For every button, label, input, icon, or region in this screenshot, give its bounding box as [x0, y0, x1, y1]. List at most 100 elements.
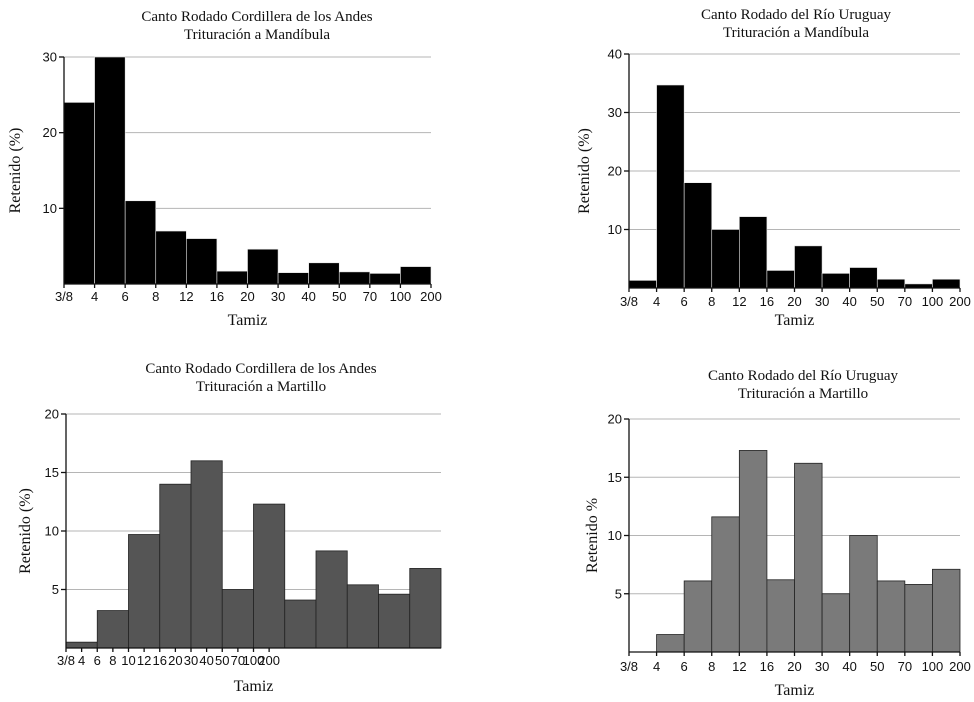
- bar: [63, 102, 95, 285]
- bar: [315, 550, 348, 649]
- x-tick-label: 40: [842, 659, 856, 674]
- x-tick-label: 50: [332, 289, 346, 304]
- y-tick-label: 20: [608, 412, 622, 427]
- x-tick-label: 16: [760, 659, 774, 674]
- x-tick-label: 8: [708, 659, 715, 674]
- y-tick-label: 20: [45, 407, 59, 422]
- bar: [656, 634, 685, 653]
- x-tick-label: 70: [898, 294, 912, 309]
- chart-title: Trituración a Martillo: [196, 379, 326, 395]
- x-tick-label: 12: [732, 294, 746, 309]
- bar: [711, 516, 740, 653]
- x-tick-label: 50: [215, 653, 229, 668]
- x-tick-label: 200: [258, 653, 280, 668]
- x-tick-label: 6: [94, 653, 101, 668]
- x-tick-label: 50: [870, 294, 884, 309]
- x-tick-label: 100: [922, 294, 944, 309]
- bar: [346, 584, 379, 649]
- chart-title: Canto Rodado Cordillera de los Andes: [145, 361, 376, 377]
- x-tick-label: 3/8: [55, 289, 73, 304]
- chart-title: Trituración a Martillo: [738, 386, 868, 402]
- bar: [739, 216, 768, 289]
- bar: [216, 270, 248, 285]
- x-tick-label: 8: [708, 294, 715, 309]
- y-axis-label: Retenido (%): [576, 128, 593, 214]
- x-tick-label: 12: [179, 289, 193, 304]
- x-tick-label: 4: [653, 659, 660, 674]
- x-tick-label: 3/8: [57, 653, 75, 668]
- y-tick-label: 10: [608, 222, 622, 237]
- y-tick-label: 20: [43, 125, 57, 140]
- x-tick-label: 70: [898, 659, 912, 674]
- x-tick-label: 100: [243, 653, 265, 668]
- bar: [766, 270, 795, 289]
- x-axis-label: Tamiz: [228, 312, 268, 329]
- x-tick-label: 200: [949, 294, 971, 309]
- x-tick-label: 40: [842, 294, 856, 309]
- x-tick-label: 100: [390, 289, 412, 304]
- bar: [683, 182, 713, 289]
- x-tick-label: 12: [732, 659, 746, 674]
- x-tick-label: 10: [121, 653, 135, 668]
- bar: [128, 534, 161, 649]
- y-axis-label: Retenido (%): [17, 488, 34, 574]
- y-tick-label: 15: [45, 465, 59, 480]
- y-tick-label: 20: [608, 164, 622, 179]
- y-axis-label: Retenido %: [584, 498, 601, 573]
- bar: [247, 248, 279, 285]
- y-tick-label: 10: [43, 201, 57, 216]
- chart-2: 10 20 30 40 3/8 4 6 8 12 16 20 30 40 50 70 100 200 Canto …: [576, 7, 971, 329]
- x-tick-label: 20: [787, 294, 801, 309]
- y-tick-label: 5: [615, 586, 622, 601]
- bar: [124, 200, 157, 285]
- x-tick-label: 6: [681, 659, 688, 674]
- bar: [849, 535, 878, 653]
- bar: [409, 568, 442, 649]
- bar: [369, 273, 401, 285]
- bar: [155, 230, 187, 285]
- bar: [159, 483, 192, 649]
- x-axis-label: Tamiz: [234, 678, 274, 695]
- bar: [308, 262, 340, 285]
- x-tick-label: 8: [109, 653, 116, 668]
- y-tick-label: 15: [608, 470, 622, 485]
- x-tick-label: 30: [271, 289, 285, 304]
- bar: [794, 462, 823, 653]
- chart-title: Canto Rodado del Río Uruguay: [708, 368, 898, 384]
- bar: [186, 238, 218, 285]
- x-tick-label: 6: [681, 294, 688, 309]
- bar: [849, 267, 878, 289]
- y-tick-label: 30: [43, 50, 57, 65]
- bar: [683, 580, 713, 653]
- x-tick-label: 3/8: [620, 659, 638, 674]
- bar: [378, 593, 411, 649]
- x-tick-label: 70: [363, 289, 377, 304]
- x-tick-label: 4: [91, 289, 98, 304]
- bar: [96, 610, 129, 649]
- bar: [711, 229, 740, 289]
- bar: [284, 599, 317, 649]
- x-tick-label: 100: [922, 659, 944, 674]
- bar: [738, 450, 768, 653]
- chart-4: 5 10 15 20 3/8 4 6 8 12 16 20 30 40 50 70 100 200 Canto R…: [584, 368, 971, 699]
- bar: [65, 641, 98, 649]
- bar: [656, 84, 685, 289]
- bar: [190, 460, 223, 649]
- x-tick-label: 40: [199, 653, 213, 668]
- x-tick-label: 20: [787, 659, 801, 674]
- x-tick-label: 8: [152, 289, 159, 304]
- y-axis-label: Retenido (%): [7, 128, 24, 214]
- x-tick-label: 200: [949, 659, 971, 674]
- x-axis-label: Tamiz: [775, 682, 815, 699]
- bar: [821, 593, 851, 653]
- x-tick-label: 3/8: [620, 294, 638, 309]
- x-tick-label: 40: [301, 289, 315, 304]
- bar: [821, 273, 850, 289]
- x-tick-label: 16: [210, 289, 224, 304]
- x-tick-label: 20: [240, 289, 254, 304]
- x-tick-label: 20: [168, 653, 182, 668]
- bar: [277, 272, 309, 285]
- chart-title: Trituración a Mandíbula: [184, 27, 330, 43]
- bar: [221, 589, 254, 649]
